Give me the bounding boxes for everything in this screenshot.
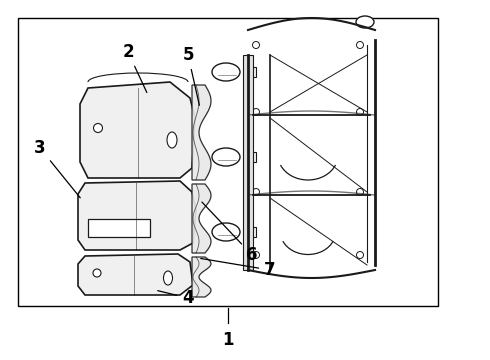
Polygon shape (192, 85, 211, 180)
Circle shape (357, 189, 364, 195)
Polygon shape (192, 184, 211, 253)
Text: 2: 2 (122, 43, 147, 93)
Ellipse shape (356, 16, 374, 28)
Circle shape (357, 252, 364, 258)
Text: 7: 7 (201, 258, 276, 279)
Text: 3: 3 (34, 139, 80, 198)
Circle shape (252, 189, 260, 195)
Text: 1: 1 (222, 331, 234, 349)
Bar (246, 227, 256, 237)
Ellipse shape (164, 271, 172, 285)
Circle shape (252, 41, 260, 49)
Polygon shape (192, 257, 211, 297)
Text: 6: 6 (202, 202, 258, 264)
Bar (18, 18, 438, 306)
Circle shape (94, 123, 102, 132)
FancyBboxPatch shape (88, 219, 150, 237)
Polygon shape (78, 181, 196, 250)
Circle shape (93, 269, 101, 277)
Ellipse shape (212, 63, 240, 81)
Ellipse shape (167, 132, 177, 148)
Bar (246, 67, 256, 77)
Circle shape (252, 252, 260, 258)
Circle shape (357, 108, 364, 116)
Text: 5: 5 (182, 46, 199, 105)
Text: 4: 4 (158, 289, 194, 307)
Polygon shape (243, 55, 253, 270)
Circle shape (252, 108, 260, 116)
Circle shape (357, 41, 364, 49)
Bar (246, 152, 256, 162)
Ellipse shape (212, 223, 240, 241)
Polygon shape (80, 82, 195, 178)
Polygon shape (78, 254, 193, 295)
Ellipse shape (212, 148, 240, 166)
